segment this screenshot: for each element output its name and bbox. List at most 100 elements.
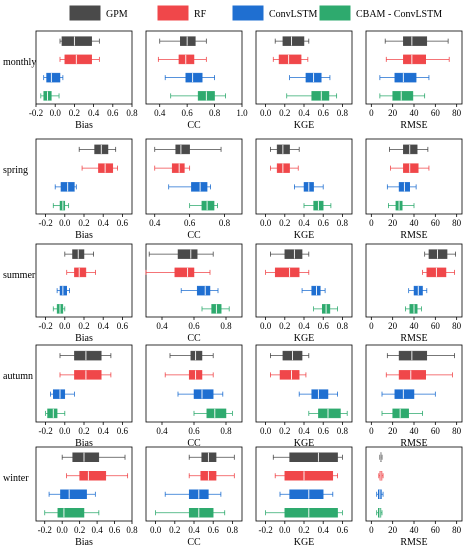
x-tick-label: 60	[431, 108, 441, 118]
x-tick-label: -0.2	[258, 525, 272, 535]
metric-label-kge: KGE	[294, 438, 315, 449]
metric-label-rmse: RMSE	[400, 438, 427, 449]
x-tick-label: 0.4	[98, 321, 110, 331]
metric-label-rmse: RMSE	[400, 537, 427, 548]
x-tick-label: 40	[410, 525, 420, 535]
metric-label-rmse: RMSE	[400, 120, 427, 131]
box-rf	[272, 54, 309, 65]
iqr-box	[403, 144, 418, 155]
x-tick-label: 80	[452, 426, 462, 436]
iqr-box	[278, 54, 302, 65]
box-gpm	[188, 452, 235, 462]
legend-label-gpm: GPM	[106, 9, 128, 20]
box-gpm	[389, 144, 429, 155]
x-tick-label: 40	[410, 321, 420, 331]
box-cbam-convlstm	[265, 508, 343, 518]
panel-summer-cc: 0.4 0.6 0.8 CC	[145, 243, 243, 344]
x-tick-label: 0.6	[117, 321, 129, 331]
box-cbam-convlstm	[405, 304, 422, 314]
box-cbam-convlstm	[52, 304, 66, 314]
x-tick-label: 0.4	[91, 525, 103, 535]
box-rf	[157, 54, 207, 65]
x-tick-label: 60	[431, 525, 441, 535]
x-tick-label: 0.0	[57, 525, 69, 535]
box-gpm	[59, 350, 112, 361]
iqr-box	[398, 350, 428, 361]
box-rf	[81, 163, 118, 173]
metric-label-cc: CC	[187, 537, 201, 548]
box-convlstm	[279, 489, 334, 499]
x-tick-label: 0.8	[227, 525, 239, 535]
panel-autumn-cc: 0.4 0.6 0.8 CC	[145, 344, 243, 449]
x-tick-label: 0.8	[126, 108, 138, 118]
panel-autumn-kge: 0.0 0.2 0.4 0.6 0.8 KGE	[255, 344, 353, 449]
x-tick-label: 0.2	[279, 108, 290, 118]
x-tick-label: 0.0	[279, 525, 291, 535]
box-gpm	[269, 144, 300, 155]
x-tick-label: 0.2	[279, 218, 290, 228]
box-gpm	[78, 144, 117, 155]
box-cbam-convlstm	[170, 91, 226, 101]
iqr-box	[178, 54, 195, 65]
x-tick-label: 0.2	[69, 108, 80, 118]
x-tick-label: 0.6	[318, 108, 330, 118]
x-tick-label: 20	[388, 525, 398, 535]
season-label-summer: summer	[3, 270, 36, 281]
x-tick-label: 0.8	[219, 218, 231, 228]
iqr-box	[282, 36, 305, 46]
iqr-box	[394, 389, 415, 399]
iqr-box	[190, 350, 203, 361]
panel-summer-rmse: 0 20 40 60 80 RMSE	[365, 243, 463, 344]
x-tick-label: 0.4	[88, 108, 100, 118]
metric-label-bias: Bias	[75, 333, 93, 344]
iqr-box	[79, 471, 107, 481]
metric-label-kge: KGE	[294, 120, 315, 131]
x-tick-label: 0.6	[188, 321, 200, 331]
x-tick-label: -0.2	[38, 321, 52, 331]
x-tick-label: 0.0	[260, 218, 272, 228]
box-cbam-convlstm	[44, 508, 100, 518]
iqr-box	[47, 408, 58, 419]
legend-label-cbam-convlstm: CBAM - ConvLSTM	[356, 9, 442, 20]
x-tick-label: 0.8	[337, 321, 349, 331]
iqr-box	[284, 249, 303, 259]
metric-label-cc: CC	[187, 120, 201, 131]
panel-summer-kge: 0.0 0.2 0.4 0.6 0.8 KGE	[255, 243, 353, 344]
x-tick-label: 60	[431, 218, 441, 228]
box-cbam-convlstm	[381, 408, 423, 419]
x-tick-label: 0	[369, 426, 374, 436]
iqr-box	[403, 54, 426, 65]
box-cbam-convlstm	[155, 508, 226, 518]
x-tick-label: 0.0	[150, 525, 162, 535]
x-tick-label: 0.6	[188, 426, 200, 436]
iqr-box	[59, 200, 66, 211]
panel-winter-rmse: 0 20 40 60 80 RMSE	[365, 446, 463, 548]
box-gpm	[272, 452, 343, 462]
panel-winter-kge: -0.2 0.0 0.2 0.4 0.6 KGE	[255, 446, 353, 548]
x-tick-label: 0.4	[98, 426, 110, 436]
x-tick-label: 0.6	[318, 218, 330, 228]
box-gpm	[269, 350, 310, 361]
iqr-box	[284, 508, 338, 518]
box-rf	[59, 370, 112, 380]
x-tick-label: 40	[410, 426, 420, 436]
box-convlstm	[54, 182, 77, 192]
panel-frame	[145, 138, 243, 215]
x-tick-label: 0.0	[59, 321, 71, 331]
box-rf	[66, 267, 96, 278]
x-tick-label: 20	[388, 108, 398, 118]
iqr-box	[398, 370, 426, 380]
x-tick-label: 0.6	[107, 108, 119, 118]
metric-label-rmse: RMSE	[400, 333, 427, 344]
legend-swatch-cbam-convlstm	[319, 5, 351, 21]
iqr-box	[175, 144, 190, 155]
x-tick-label: 0.8	[220, 321, 232, 331]
iqr-box	[53, 389, 66, 399]
season-label-monthly: monthly	[3, 57, 36, 68]
x-tick-label: 0.6	[117, 218, 129, 228]
metric-label-kge: KGE	[294, 230, 315, 241]
x-tick-label: 20	[388, 321, 398, 331]
x-tick-label: 0	[369, 218, 374, 228]
x-tick-label: 0.2	[279, 426, 290, 436]
x-tick-label: 0.4	[149, 218, 161, 228]
